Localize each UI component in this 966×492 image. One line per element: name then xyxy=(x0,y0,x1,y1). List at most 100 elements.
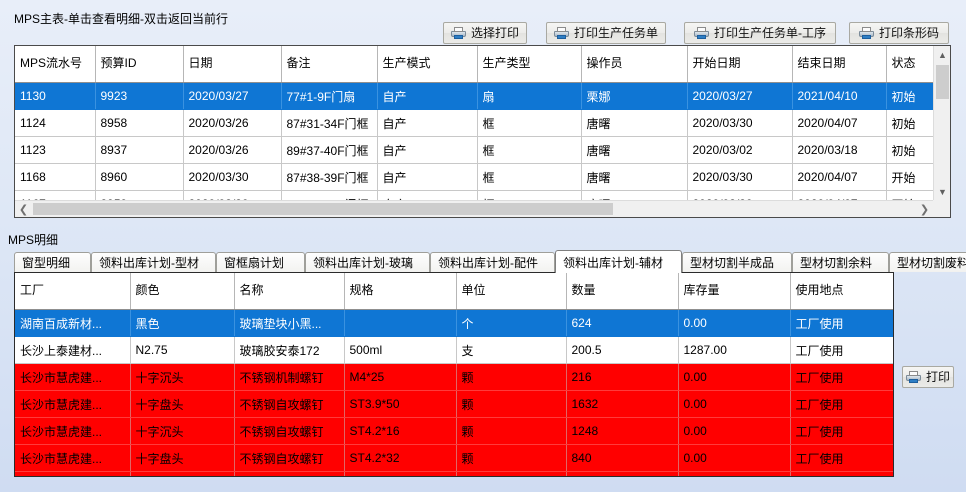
table-cell[interactable]: 87#35-37F门框 xyxy=(281,190,378,200)
table-row[interactable]: 长沙市慧虎建... 十字沉头 不锈钢机制螺钉 M4*25 颗 216 0.00 工厂使用 xyxy=(15,363,893,391)
tab-6[interactable]: 领料出库计划-辅材 xyxy=(555,250,682,273)
table-row[interactable]: 长沙市慧虎建... 十字盘头 不锈钢自攻螺钉 ST3.9*50 颗 1632 0.00 工厂使… xyxy=(15,390,893,418)
table-cell[interactable]: 颗 xyxy=(456,444,567,472)
table-cell[interactable]: 湖南百成新材... xyxy=(15,471,131,476)
table-cell[interactable]: 1632 xyxy=(566,390,679,418)
table-cell[interactable]: 长沙上泰建材... xyxy=(15,336,131,364)
mps-main-vertical-scrollbar[interactable]: ▲ ▼ xyxy=(933,46,950,200)
toolbar-button-1[interactable]: 选择打印 xyxy=(443,22,527,44)
table-cell[interactable]: 十字沉头 xyxy=(130,363,235,391)
table-row[interactable]: 1123 8937 2020/03/26 89#37-40F门框 自产框唐曙 2020/0… xyxy=(15,136,933,164)
table-cell[interactable]: 工厂使用 xyxy=(790,309,893,337)
toolbar-button-2[interactable]: 打印生产任务单 xyxy=(546,22,666,44)
table-cell[interactable]: 2020/03/27 xyxy=(687,82,793,110)
column-header[interactable]: 操作员 xyxy=(581,46,688,83)
column-header[interactable]: 工厂 xyxy=(15,273,131,310)
tab-1[interactable]: 窗型明细 xyxy=(14,252,91,272)
table-cell[interactable]: 颗 xyxy=(456,417,567,445)
column-header[interactable]: 开始日期 xyxy=(687,46,793,83)
table-cell[interactable]: 唐曙 xyxy=(581,163,688,191)
table-cell[interactable]: 1123 xyxy=(15,136,96,164)
table-cell[interactable]: 工厂使用 xyxy=(790,417,893,445)
column-header[interactable]: MPS流水号 xyxy=(15,46,96,83)
table-cell[interactable]: 初始 xyxy=(886,82,933,110)
table-cell[interactable]: 支 xyxy=(456,336,567,364)
table-cell[interactable]: 不锈钢机制螺钉 xyxy=(234,363,345,391)
table-cell[interactable]: 200.5 xyxy=(566,336,679,364)
table-cell[interactable]: 工厂使用 xyxy=(790,444,893,472)
table-cell[interactable]: 初始 xyxy=(886,109,933,137)
table-cell[interactable]: 不锈钢自攻螺钉 xyxy=(234,417,345,445)
toolbar-button-3[interactable]: 打印生产任务单-工序 xyxy=(684,22,836,44)
table-cell[interactable]: 扇 xyxy=(477,82,582,110)
tab-5[interactable]: 领料出库计划-配件 xyxy=(430,252,555,272)
table-cell[interactable]: 颗 xyxy=(456,363,567,391)
tab-7[interactable]: 型材切割半成品 xyxy=(682,252,792,272)
scroll-right-arrow-icon[interactable]: ❯ xyxy=(919,203,930,216)
table-cell[interactable]: 8960 xyxy=(95,163,184,191)
table-cell[interactable]: 玻璃垫块小黑... xyxy=(234,309,345,337)
table-row[interactable]: 长沙上泰建材... N2.75 玻璃胶安泰172 500ml 支 200.5 1287.00… xyxy=(15,336,893,364)
table-cell[interactable]: 框 xyxy=(477,136,582,164)
table-cell[interactable]: 原色 xyxy=(130,471,235,476)
table-cell[interactable]: 1248 xyxy=(566,471,679,476)
table-cell[interactable]: 不锈钢自攻螺钉 xyxy=(234,390,345,418)
table-cell[interactable]: 工厂使用 xyxy=(790,471,893,476)
table-cell[interactable]: 2020/03/30 xyxy=(183,163,282,191)
tab-3[interactable]: 窗框扇计划 xyxy=(216,252,305,272)
table-cell[interactable]: 自产 xyxy=(377,190,478,200)
table-cell[interactable]: 个 xyxy=(456,471,567,476)
table-cell[interactable]: 长沙市慧虎建... xyxy=(15,363,131,391)
table-cell[interactable]: 0.00 xyxy=(678,363,791,391)
toolbar-button-4[interactable]: 打印条形码 xyxy=(849,22,949,44)
table-cell[interactable]: 89#37-40F门框 xyxy=(281,136,378,164)
table-cell[interactable]: 2020/03/18 xyxy=(792,136,887,164)
table-cell[interactable]: 自产 xyxy=(377,136,478,164)
table-cell[interactable]: 2020/04/07 xyxy=(792,190,887,200)
table-cell[interactable]: 8959 xyxy=(95,190,184,200)
table-cell[interactable] xyxy=(344,309,457,337)
table-cell[interactable]: 624 xyxy=(566,309,679,337)
table-cell[interactable]: 自产 xyxy=(377,82,478,110)
table-cell[interactable]: 工厂使用 xyxy=(790,390,893,418)
table-cell[interactable]: 长沙市慧虎建... xyxy=(15,417,131,445)
table-cell[interactable]: 2020/03/02 xyxy=(687,136,793,164)
table-row[interactable]: 长沙市慧虎建... 十字盘头 不锈钢自攻螺钉 ST4.2*32 颗 840 0.00 工厂使用 xyxy=(15,444,893,472)
table-cell[interactable]: 1248 xyxy=(566,417,679,445)
table-cell[interactable]: 唐曙 xyxy=(581,190,688,200)
table-cell[interactable]: 1167 xyxy=(15,190,96,200)
mps-main-horizontal-scrollbar[interactable]: ❮ ❯ xyxy=(15,200,933,217)
table-cell[interactable]: 框 xyxy=(477,109,582,137)
table-cell[interactable]: 栗娜 xyxy=(581,82,688,110)
table-cell[interactable]: 框 xyxy=(477,190,582,200)
tab-9[interactable]: 型材切割废料 xyxy=(889,252,966,272)
table-cell[interactable]: 开始 xyxy=(886,190,933,200)
horizontal-scroll-thumb[interactable] xyxy=(33,203,613,215)
column-header[interactable]: 名称 xyxy=(234,273,345,310)
table-cell[interactable]: 2020/03/30 xyxy=(183,190,282,200)
table-cell[interactable]: 2020/03/26 xyxy=(183,109,282,137)
column-header[interactable]: 状态 xyxy=(886,46,933,83)
tab-4[interactable]: 领料出库计划-玻璃 xyxy=(305,252,430,272)
table-cell[interactable]: 0.00 xyxy=(678,471,791,476)
table-cell[interactable]: 9923 xyxy=(95,82,184,110)
table-cell[interactable]: 8937 xyxy=(95,136,184,164)
table-cell[interactable]: 唐曙 xyxy=(581,109,688,137)
table-cell[interactable]: 8958 xyxy=(95,109,184,137)
table-cell[interactable]: 216 xyxy=(566,363,679,391)
table-cell[interactable]: 个 xyxy=(456,309,567,337)
column-header[interactable]: 颜色 xyxy=(130,273,235,310)
table-cell[interactable]: 2020/03/27 xyxy=(183,82,282,110)
table-row[interactable]: 1168 8960 2020/03/30 87#38-39F门框 自产框唐曙 2020/0… xyxy=(15,163,933,191)
table-cell[interactable]: 1130 xyxy=(15,82,96,110)
scroll-down-arrow-icon[interactable]: ▼ xyxy=(934,183,950,200)
column-header[interactable]: 生产模式 xyxy=(377,46,478,83)
column-header[interactable]: 库存量 xyxy=(678,273,791,310)
table-cell[interactable]: 2020/03/30 xyxy=(687,190,793,200)
table-cell[interactable]: 黑色 xyxy=(130,309,235,337)
table-cell[interactable]: 0.00 xyxy=(678,390,791,418)
table-cell[interactable]: 1287.00 xyxy=(678,336,791,364)
table-cell[interactable]: 玻璃胶安泰172 xyxy=(234,336,345,364)
column-header[interactable]: 生产类型 xyxy=(477,46,582,83)
